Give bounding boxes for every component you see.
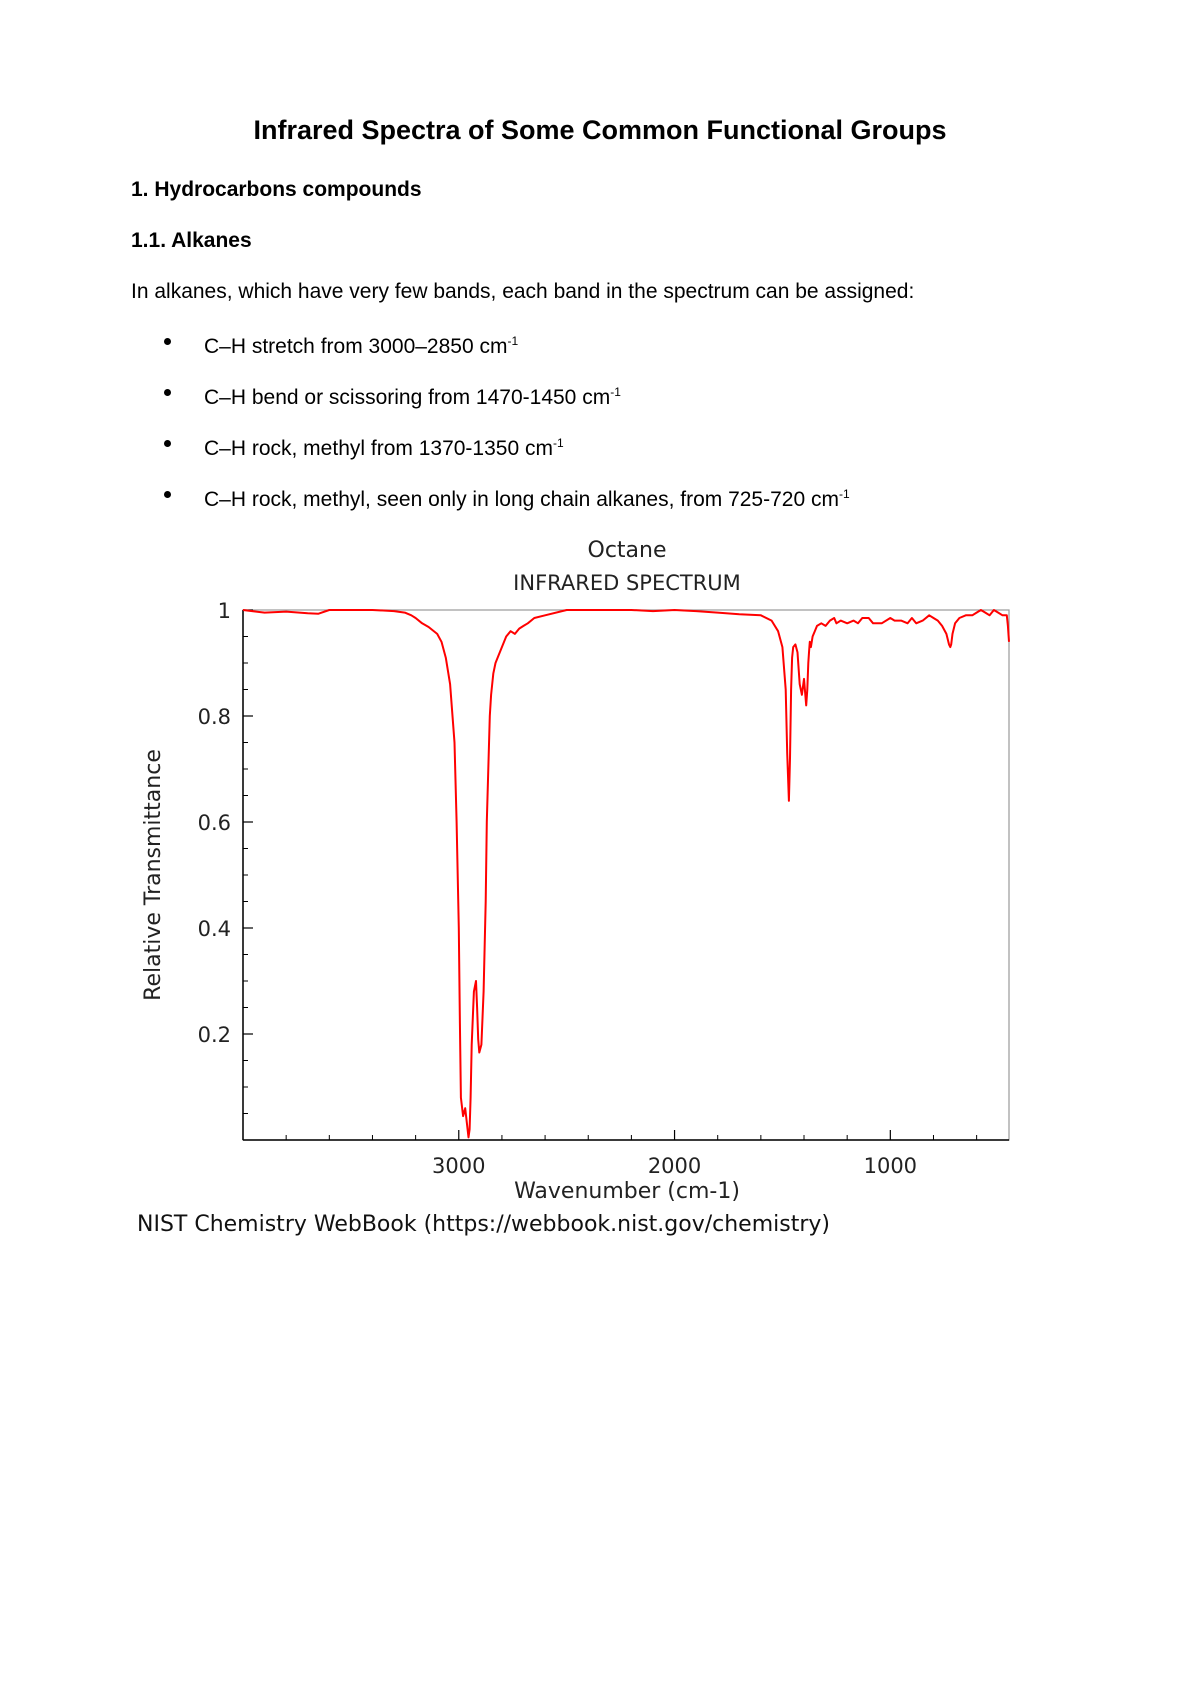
page-title: Infrared Spectra of Some Common Function… <box>253 115 947 145</box>
list-item: C–H stretch from 3000–2850 cm-1 <box>131 318 850 369</box>
list-item: C–H bend or scissoring from 1470-1450 cm… <box>131 369 850 420</box>
bullet-icon <box>164 491 171 498</box>
x-tick-label: 2000 <box>648 1154 701 1178</box>
source-citation: NIST Chemistry WebBook (https://webbook.… <box>137 1212 830 1237</box>
bullet-icon <box>164 440 171 447</box>
bullet-text: C–H stretch from 3000–2850 cm <box>204 335 508 358</box>
x-tick-label: 1000 <box>864 1154 917 1178</box>
bullet-icon <box>164 389 171 396</box>
chart-subtitle: INFRARED SPECTRUM <box>513 571 741 595</box>
y-tick-label: 0.8 <box>198 705 231 729</box>
chart-canvas: Octane INFRARED SPECTRUM 0.2 0.4 0.6 0.8 1 30… <box>141 538 1010 1204</box>
tick-layer: 0.2 0.4 0.6 0.8 1 3000 2000 1000 <box>198 599 978 1178</box>
y-tick-label: 1 <box>218 599 231 623</box>
y-tick-label: 0.6 <box>198 811 231 835</box>
band-assignment-list: C–H stretch from 3000–2850 cm-1 C–H bend… <box>131 318 850 522</box>
subsection-heading: 1.1. Alkanes <box>131 229 252 252</box>
bullet-superscript: -1 <box>838 487 850 501</box>
bullet-text: C–H bend or scissoring from 1470-1450 cm <box>204 386 611 409</box>
bullet-superscript: -1 <box>552 436 564 450</box>
y-tick-label: 0.4 <box>198 917 231 941</box>
bullet-superscript: -1 <box>610 385 621 399</box>
list-item: C–H rock, methyl from 1370-1350 cm-1 <box>131 420 850 471</box>
bullet-text: C–H rock, methyl from 1370-1350 cm <box>204 437 553 460</box>
intro-paragraph: In alkanes, which have very few bands, e… <box>131 280 915 303</box>
chart-title: Octane <box>588 538 667 563</box>
bullet-superscript: -1 <box>507 334 519 348</box>
x-axis-label: Wavenumber (cm-1) <box>514 1179 740 1204</box>
section-heading: 1. Hydrocarbons compounds <box>131 178 422 201</box>
spectrum-series-line <box>242 609 1010 1139</box>
plot-frame <box>242 609 1010 1141</box>
bullet-icon <box>164 338 171 345</box>
y-axis-label: Relative Transmittance <box>141 749 166 1001</box>
ir-spectrum-chart: Octane INFRARED SPECTRUM 0.2 0.4 0.6 0.8 1 30… <box>0 530 1200 1250</box>
y-tick-label: 0.2 <box>198 1023 231 1047</box>
x-tick-label: 3000 <box>432 1154 485 1178</box>
bullet-text: C–H rock, methyl, seen only in long chai… <box>204 488 839 511</box>
list-item: C–H rock, methyl, seen only in long chai… <box>131 471 850 522</box>
